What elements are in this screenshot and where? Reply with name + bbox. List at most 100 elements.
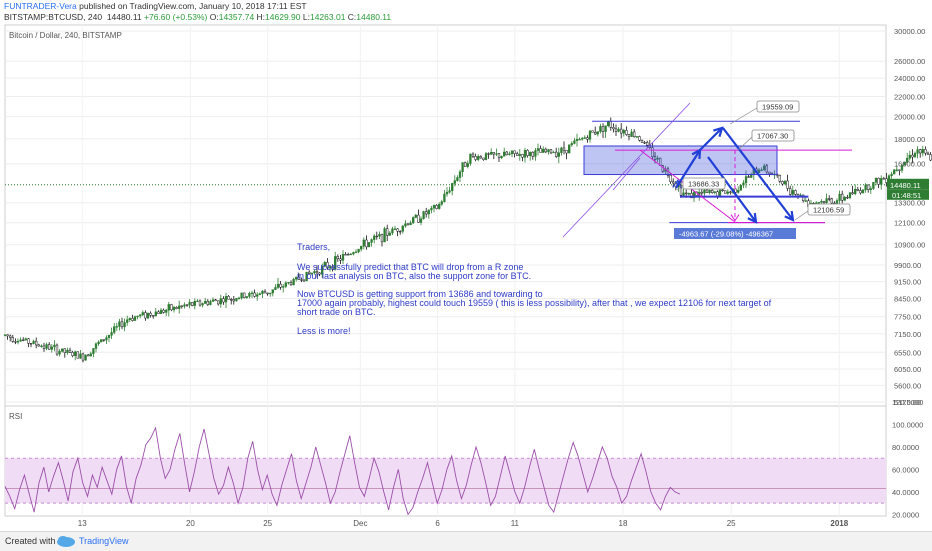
candle-body xyxy=(542,148,545,153)
candle-body xyxy=(841,193,844,201)
candle-body xyxy=(27,338,30,344)
candle-body xyxy=(882,178,885,180)
candle-body xyxy=(438,203,441,209)
candle-body xyxy=(243,292,246,298)
candle-body xyxy=(825,198,828,204)
ohlc-line: BITSTAMP:BTCUSD, 240 14480.11 +76.60 (+0… xyxy=(4,12,391,22)
candle-body xyxy=(656,157,659,160)
candle-body xyxy=(916,149,919,154)
candle-body xyxy=(890,173,893,176)
candle-body xyxy=(555,151,558,157)
candle-body xyxy=(802,194,805,201)
candle-body xyxy=(235,298,238,302)
annotation-line: 17000 again probably, highest could touc… xyxy=(297,298,772,308)
candle-body xyxy=(591,130,594,133)
candle-body xyxy=(820,201,823,203)
candle-body xyxy=(375,235,378,238)
candle-body xyxy=(89,353,92,357)
candle-body xyxy=(448,190,451,193)
candle-body xyxy=(45,344,48,349)
annotation-text: Traders, We successfully predict that BTC… xyxy=(297,242,772,336)
price-chart[interactable]: 19559.09 17067.30 13686.33 12106.59 -4963.67… xyxy=(0,0,932,531)
candle-body xyxy=(609,121,612,128)
x-tick-label: 25 xyxy=(727,519,736,528)
annotation-line: Now BTCUSD is getting support from 13686… xyxy=(297,289,543,299)
candle-body xyxy=(276,283,280,288)
candle-body xyxy=(929,154,932,161)
level-tag-box xyxy=(682,177,726,190)
candle-body xyxy=(55,344,59,355)
candle-body xyxy=(185,304,189,306)
x-tick-label: 13 xyxy=(78,519,87,528)
candle-body xyxy=(796,194,800,197)
candle-body xyxy=(786,180,789,189)
candle-body xyxy=(40,345,43,347)
candle-body xyxy=(3,334,7,336)
candle-body xyxy=(414,214,417,218)
candle-body xyxy=(513,150,516,154)
candle-body xyxy=(911,154,914,158)
candle-body xyxy=(146,312,150,319)
measure-tag: -4963.67 (-29.08%) -496367 xyxy=(679,230,773,239)
candle-body xyxy=(357,248,360,253)
candle-body xyxy=(352,252,355,255)
author-link[interactable]: FUNTRADER-Vera xyxy=(4,1,77,11)
candle-body xyxy=(843,196,846,201)
candle-body xyxy=(461,162,464,173)
candle-body xyxy=(74,351,77,356)
x-tick-label: 18 xyxy=(619,519,628,528)
projection-arrowhead xyxy=(784,210,795,222)
open-value: 14357.74 xyxy=(218,12,255,22)
candle-body xyxy=(191,302,194,306)
high-value: 14629.90 xyxy=(265,12,301,22)
candle-body xyxy=(362,239,365,247)
annotation-line: Traders, xyxy=(297,242,330,252)
candle-body xyxy=(263,290,267,294)
tag-leader xyxy=(676,184,684,191)
tag-leader xyxy=(794,210,809,221)
candle-body xyxy=(742,182,745,186)
channel-line xyxy=(562,102,691,238)
candle-body xyxy=(328,266,332,269)
rsi-tick-label: 40.0000 xyxy=(892,488,919,497)
candle-body xyxy=(367,242,371,248)
price-tag: 14480.11 xyxy=(890,181,921,190)
candle-body xyxy=(16,340,20,343)
candle-body xyxy=(427,209,430,215)
candle-body xyxy=(271,289,274,294)
candle-body xyxy=(105,337,108,341)
candle-body xyxy=(48,344,51,350)
rsi-axis: 120.0000 100.0000 80.0000 60.0000 40.0000 20.… xyxy=(892,398,923,519)
candle-body xyxy=(380,234,384,243)
candle-body xyxy=(378,234,381,237)
y-tick-label: 16000.00 xyxy=(894,160,925,169)
candle-body xyxy=(620,128,623,134)
rsi-tick-label: 80.0000 xyxy=(892,443,919,452)
projection-arrowhead xyxy=(747,212,758,224)
candle-body xyxy=(560,147,563,153)
candle-body xyxy=(313,271,316,274)
candle-body xyxy=(739,184,742,191)
candle-body xyxy=(11,337,14,342)
candle-body xyxy=(557,152,560,157)
candle-body xyxy=(139,314,142,317)
candle-body xyxy=(120,321,124,328)
candle-body xyxy=(921,149,924,154)
candle-body xyxy=(250,292,254,294)
candle-body xyxy=(690,193,693,199)
candle-body xyxy=(388,232,391,236)
candle-body xyxy=(334,256,337,270)
low-value: 14263.01 xyxy=(309,12,346,22)
candle-body xyxy=(84,354,87,361)
candle-body xyxy=(469,153,472,164)
candle-body xyxy=(318,272,321,275)
level-tag-text: 12106.59 xyxy=(813,206,844,215)
candle-body xyxy=(266,292,269,295)
candle-body xyxy=(107,335,111,338)
candle-body xyxy=(6,334,9,337)
candle-body xyxy=(703,189,706,194)
candle-body xyxy=(165,309,168,313)
candle-body xyxy=(284,282,287,287)
tradingview-link[interactable]: TradingView xyxy=(79,536,129,546)
candle-body xyxy=(817,202,820,204)
